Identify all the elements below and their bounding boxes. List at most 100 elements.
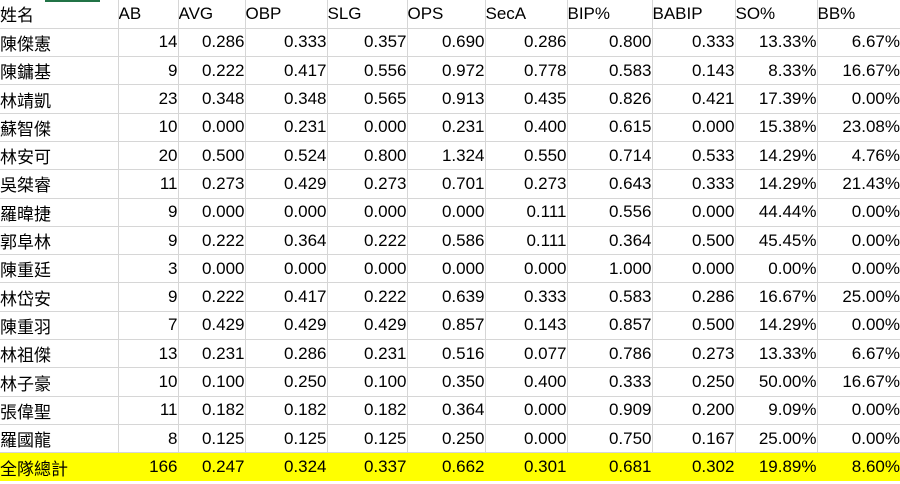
cell-bb-pct[interactable]: 0.00% <box>817 198 900 227</box>
cell-bb-pct[interactable]: 0.00% <box>817 396 900 425</box>
cell-obp[interactable]: 0.000 <box>245 198 328 227</box>
cell-babip[interactable]: 0.302 <box>652 452 736 482</box>
cell-so-pct[interactable]: 14.29% <box>735 169 818 199</box>
cell-slg[interactable]: 0.231 <box>327 339 408 369</box>
cell-babip[interactable]: 0.273 <box>652 339 736 369</box>
cell-bb-pct[interactable]: 6.67% <box>817 339 900 369</box>
cell-ab[interactable]: 10 <box>118 113 179 142</box>
cell-babip[interactable]: 0.250 <box>652 367 736 397</box>
cell-ops[interactable]: 0.516 <box>407 339 486 369</box>
cell-slg[interactable]: 0.182 <box>327 396 408 425</box>
cell-name[interactable]: 陳重羽 <box>0 311 119 341</box>
column-header-bip-pct[interactable]: BIP% <box>567 0 653 29</box>
cell-avg[interactable]: 0.222 <box>178 226 246 256</box>
cell-ops[interactable]: 0.662 <box>407 452 486 482</box>
cell-seca[interactable]: 0.400 <box>485 367 568 397</box>
cell-babip[interactable]: 0.333 <box>652 169 736 199</box>
cell-bb-pct[interactable]: 4.76% <box>817 141 900 171</box>
cell-ops[interactable]: 0.639 <box>407 282 486 312</box>
cell-so-pct[interactable]: 13.33% <box>735 28 818 58</box>
cell-slg[interactable]: 0.337 <box>327 452 408 482</box>
cell-ops[interactable]: 1.324 <box>407 141 486 171</box>
cell-ab[interactable]: 9 <box>118 56 179 86</box>
column-header-seca[interactable]: SecA <box>485 0 568 29</box>
cell-bb-pct[interactable]: 21.43% <box>817 169 900 199</box>
cell-avg[interactable]: 0.222 <box>178 56 246 86</box>
cell-ab[interactable]: 23 <box>118 84 179 114</box>
cell-obp[interactable]: 0.286 <box>245 339 328 369</box>
cell-bip-pct[interactable]: 0.583 <box>567 56 653 86</box>
cell-seca[interactable]: 0.273 <box>485 169 568 199</box>
cell-bb-pct[interactable]: 0.00% <box>817 311 900 341</box>
cell-seca[interactable]: 0.778 <box>485 56 568 86</box>
cell-bb-pct[interactable]: 0.00% <box>817 84 900 114</box>
cell-so-pct[interactable]: 14.29% <box>735 141 818 171</box>
cell-obp[interactable]: 0.182 <box>245 396 328 425</box>
cell-avg[interactable]: 0.273 <box>178 169 246 199</box>
cell-ab[interactable]: 9 <box>118 282 179 312</box>
cell-ab[interactable]: 11 <box>118 396 179 425</box>
cell-obp[interactable]: 0.250 <box>245 367 328 397</box>
cell-obp[interactable]: 0.524 <box>245 141 328 171</box>
cell-name[interactable]: 林岱安 <box>0 282 119 312</box>
cell-obp[interactable]: 0.429 <box>245 169 328 199</box>
cell-obp[interactable]: 0.231 <box>245 113 328 142</box>
cell-bb-pct[interactable]: 0.00% <box>817 254 900 284</box>
cell-ops[interactable]: 0.913 <box>407 84 486 114</box>
cell-obp[interactable]: 0.417 <box>245 56 328 86</box>
cell-slg[interactable]: 0.800 <box>327 141 408 171</box>
cell-avg[interactable]: 0.222 <box>178 282 246 312</box>
cell-babip[interactable]: 0.200 <box>652 396 736 425</box>
cell-avg[interactable]: 0.000 <box>178 254 246 284</box>
cell-babip[interactable]: 0.000 <box>652 254 736 284</box>
cell-so-pct[interactable]: 16.67% <box>735 282 818 312</box>
cell-avg[interactable]: 0.429 <box>178 311 246 341</box>
cell-slg[interactable]: 0.556 <box>327 56 408 86</box>
column-header-slg[interactable]: SLG <box>327 0 408 29</box>
cell-slg[interactable]: 0.222 <box>327 282 408 312</box>
cell-obp[interactable]: 0.000 <box>245 254 328 284</box>
cell-name[interactable]: 陳傑憲 <box>0 28 119 58</box>
cell-ops[interactable]: 0.250 <box>407 424 486 454</box>
cell-so-pct[interactable]: 25.00% <box>735 424 818 454</box>
cell-ops[interactable]: 0.000 <box>407 198 486 227</box>
cell-seca[interactable]: 0.077 <box>485 339 568 369</box>
cell-ab[interactable]: 20 <box>118 141 179 171</box>
cell-babip[interactable]: 0.167 <box>652 424 736 454</box>
cell-so-pct[interactable]: 14.29% <box>735 311 818 341</box>
cell-so-pct[interactable]: 8.33% <box>735 56 818 86</box>
column-header-name[interactable]: 姓名 <box>0 0 119 29</box>
cell-avg[interactable]: 0.182 <box>178 396 246 425</box>
cell-bip-pct[interactable]: 0.826 <box>567 84 653 114</box>
cell-seca[interactable]: 0.111 <box>485 226 568 256</box>
cell-avg[interactable]: 0.000 <box>178 113 246 142</box>
cell-slg[interactable]: 0.273 <box>327 169 408 199</box>
cell-slg[interactable]: 0.000 <box>327 254 408 284</box>
cell-ab[interactable]: 9 <box>118 198 179 227</box>
cell-ops[interactable]: 0.857 <box>407 311 486 341</box>
column-header-so-pct[interactable]: SO% <box>735 0 818 29</box>
cell-bb-pct[interactable]: 0.00% <box>817 226 900 256</box>
cell-bb-pct[interactable]: 6.67% <box>817 28 900 58</box>
cell-obp[interactable]: 0.364 <box>245 226 328 256</box>
cell-seca[interactable]: 0.286 <box>485 28 568 58</box>
cell-slg[interactable]: 0.000 <box>327 198 408 227</box>
cell-bip-pct[interactable]: 0.750 <box>567 424 653 454</box>
cell-ab[interactable]: 10 <box>118 367 179 397</box>
cell-obp[interactable]: 0.125 <box>245 424 328 454</box>
cell-obp[interactable]: 0.429 <box>245 311 328 341</box>
cell-name[interactable]: 林子豪 <box>0 367 119 397</box>
cell-avg[interactable]: 0.100 <box>178 367 246 397</box>
cell-avg[interactable]: 0.125 <box>178 424 246 454</box>
cell-seca[interactable]: 0.333 <box>485 282 568 312</box>
cell-ab[interactable]: 7 <box>118 311 179 341</box>
cell-slg[interactable]: 0.222 <box>327 226 408 256</box>
cell-bb-pct[interactable]: 8.60% <box>817 452 900 482</box>
cell-so-pct[interactable]: 50.00% <box>735 367 818 397</box>
cell-obp[interactable]: 0.324 <box>245 452 328 482</box>
cell-bip-pct[interactable]: 0.786 <box>567 339 653 369</box>
cell-avg[interactable]: 0.000 <box>178 198 246 227</box>
cell-ops[interactable]: 0.000 <box>407 254 486 284</box>
cell-seca[interactable]: 0.000 <box>485 254 568 284</box>
cell-bip-pct[interactable]: 0.800 <box>567 28 653 58</box>
